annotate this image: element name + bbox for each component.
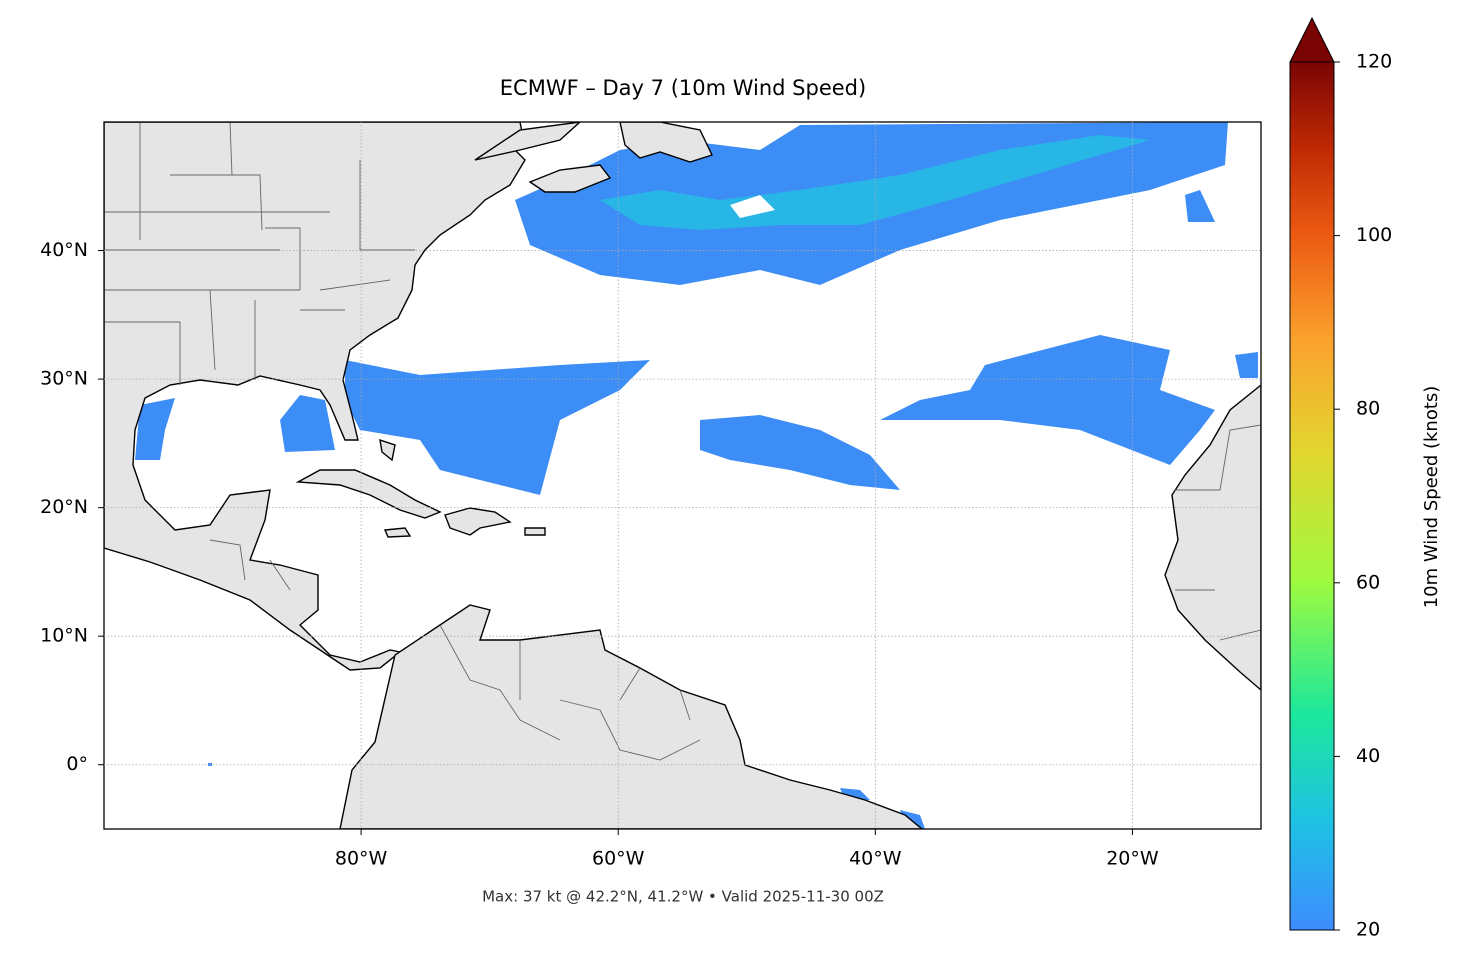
- colorbar-tick-label: 40: [1356, 745, 1380, 767]
- hispaniola: [444, 507, 512, 536]
- note: Max: 37 kt @ 42.2°N, 41.2°W • Valid 2025…: [482, 888, 884, 906]
- y-tick-label: 20°N: [40, 496, 88, 518]
- y-tick-label: 0°: [66, 753, 88, 775]
- colorbar: [1289, 61, 1335, 931]
- y-tick-label: 10°N: [40, 625, 88, 647]
- colorbar-tick-label: 60: [1356, 571, 1380, 593]
- bahamas: [379, 438, 396, 462]
- x-tick-label: 60°W: [592, 848, 645, 870]
- wind-swath: [135, 398, 175, 460]
- chart-title: ECMWF – Day 7 (10m Wind Speed): [500, 76, 866, 100]
- x-tick-label: 40°W: [849, 848, 902, 870]
- wind-swath: [280, 395, 335, 452]
- cuba: [295, 469, 442, 519]
- x-tick-label: 20°W: [1106, 848, 1159, 870]
- colorbar-tick-label: 100: [1356, 224, 1392, 246]
- map-layer: [104, 122, 1261, 829]
- y-tick-label: 40°N: [40, 239, 88, 261]
- country-borders: [209, 424, 1261, 761]
- colorbar-tick-label: 20: [1356, 919, 1380, 941]
- newfoundland: [619, 122, 713, 163]
- colorbar-label: 10m Wind Speed (knots): [1421, 386, 1442, 609]
- quebec-coast: [474, 122, 582, 161]
- colorbar-tick-label: 120: [1356, 51, 1392, 73]
- colorbar-extension: [1289, 16, 1335, 63]
- africa: [1164, 384, 1261, 691]
- south-america: [339, 604, 924, 829]
- wind-swath: [880, 335, 1215, 465]
- north-america: [104, 122, 526, 671]
- x-tick-label: 80°W: [335, 848, 388, 870]
- wind-swath: [700, 415, 900, 490]
- wind-gap: [730, 195, 775, 218]
- puerto-rico: [524, 527, 546, 536]
- state-borders: [104, 122, 415, 385]
- wind-swath: [1185, 190, 1215, 222]
- wind-swath: [1235, 352, 1258, 378]
- map-frame: [103, 121, 1262, 830]
- nova-scotia: [528, 164, 612, 193]
- jamaica: [383, 527, 412, 538]
- colorbar-tick-label: 80: [1356, 398, 1380, 420]
- y-tick-label: 30°N: [40, 368, 88, 390]
- wind-swath: [345, 360, 650, 495]
